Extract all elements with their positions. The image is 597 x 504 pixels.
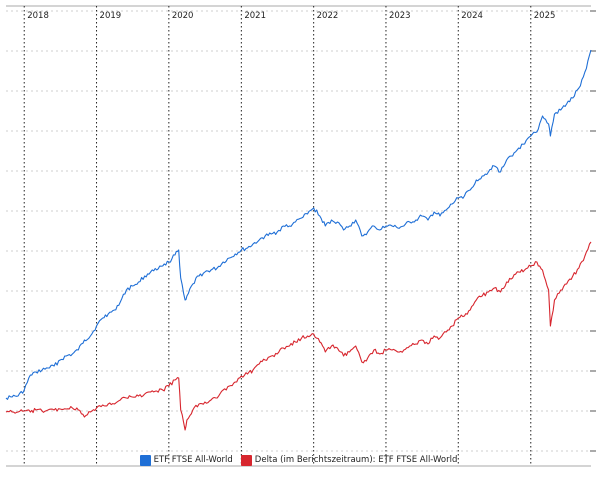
legend-item-delta[interactable]: Delta (im Berichtszeitraum): ETF FTSE Al… <box>240 454 458 466</box>
series-line-delta <box>5 241 592 431</box>
x-axis: 2018 2019 2020 2021 2022 2023 2024 2025 <box>27 11 555 21</box>
legend-label-delta: Delta (im Berichtszeitraum): ETF FTSE Al… <box>254 455 458 465</box>
x-tick-label: 2019 <box>100 11 122 21</box>
x-tick-label: 2022 <box>317 11 339 21</box>
x-tick-label: 2021 <box>244 11 266 21</box>
legend: ETF FTSE All-World Delta (im Berichtszei… <box>0 450 597 470</box>
x-tick-label: 2024 <box>461 11 483 21</box>
series-layer <box>5 49 592 431</box>
x-tick-label: 2025 <box>534 11 556 21</box>
x-tick-label: 2018 <box>27 11 49 21</box>
legend-label-etf: ETF FTSE All-World <box>153 455 233 465</box>
legend-swatch-delta <box>240 454 252 466</box>
legend-swatch-etf <box>139 454 151 466</box>
legend-item-etf[interactable]: ETF FTSE All-World <box>139 454 233 466</box>
series-line-etf <box>5 49 592 400</box>
x-tick-label: 2023 <box>389 11 411 21</box>
grid <box>6 5 596 467</box>
x-tick-label: 2020 <box>172 11 194 21</box>
